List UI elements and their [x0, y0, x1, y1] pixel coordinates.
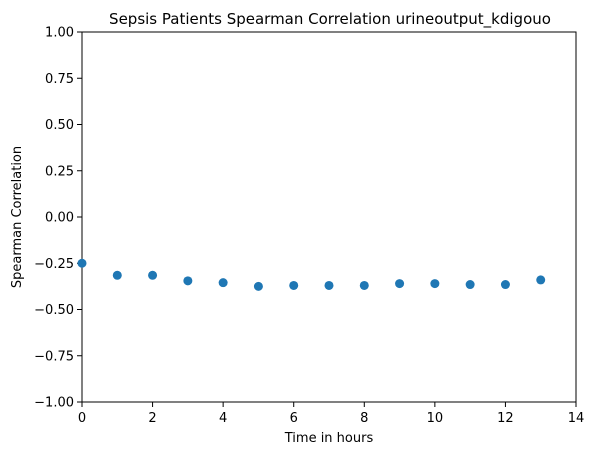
data-point	[219, 278, 228, 287]
chart-title: Sepsis Patients Spearman Correlation uri…	[109, 10, 551, 29]
x-axis-ticks: 0 2 4 6 8 10 12 14	[78, 402, 584, 426]
y-tick-label: −0.50	[34, 303, 74, 318]
data-point	[360, 281, 369, 290]
y-axis-ticks: −1.00 −0.75 −0.50 −0.25 0.00 0.25 0.50 0.75 1.00	[34, 26, 82, 411]
data-point	[289, 281, 298, 290]
y-tick-label: 0.00	[45, 211, 74, 226]
data-point	[183, 276, 192, 285]
x-tick-label: 4	[219, 411, 227, 426]
x-tick-label: 10	[427, 411, 444, 426]
plot-frame	[82, 32, 576, 402]
data-points	[78, 259, 546, 291]
data-point	[395, 279, 404, 288]
y-tick-label: 0.25	[45, 164, 74, 179]
x-tick-label: 0	[78, 411, 86, 426]
data-point	[536, 275, 545, 284]
data-point	[325, 281, 334, 290]
data-point	[466, 280, 475, 289]
data-point	[148, 271, 157, 280]
y-tick-label: −0.25	[34, 257, 74, 272]
data-point	[430, 279, 439, 288]
data-point	[113, 271, 122, 280]
y-tick-label: −0.75	[34, 349, 74, 364]
x-tick-label: 2	[148, 411, 156, 426]
y-axis-label: Spearman Correlation	[10, 146, 25, 288]
y-tick-label: 0.50	[45, 118, 74, 133]
plot-area: 0 2 4 6 8 10 12 14 −1.00 −0.75 −0.50 −0.25 0.00 0.25…	[34, 26, 584, 427]
data-point	[254, 282, 263, 291]
y-tick-label: 0.75	[45, 72, 74, 87]
x-tick-label: 8	[360, 411, 368, 426]
x-tick-label: 14	[568, 411, 585, 426]
data-point	[501, 280, 510, 289]
data-point	[78, 259, 87, 268]
x-tick-label: 6	[290, 411, 298, 426]
x-axis-label: Time in hours	[284, 431, 374, 446]
y-tick-label: 1.00	[45, 26, 74, 41]
x-tick-label: 12	[497, 411, 514, 426]
y-tick-label: −1.00	[34, 396, 74, 411]
